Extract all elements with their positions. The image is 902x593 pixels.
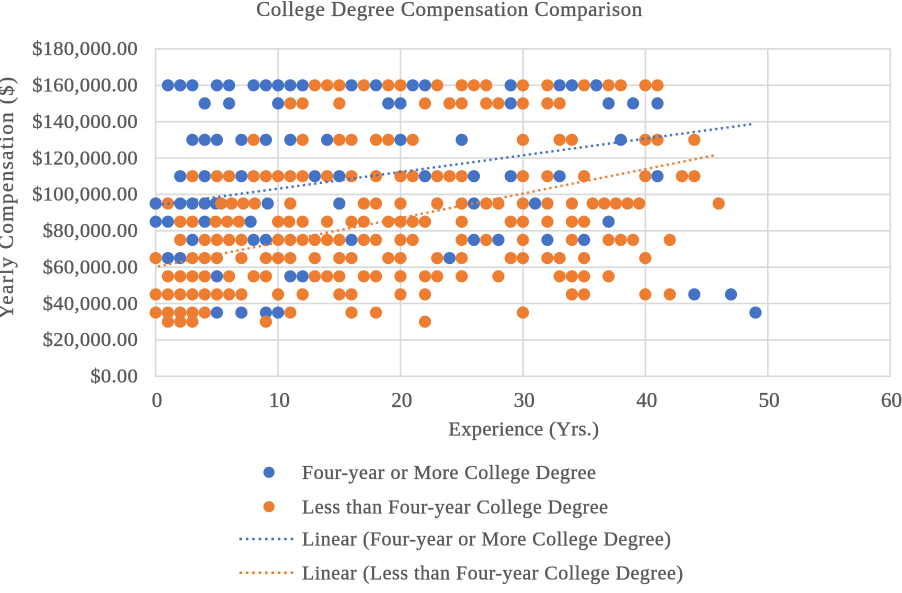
svg-text:$0.00: $0.00: [90, 366, 138, 388]
svg-text:0: 0: [152, 388, 163, 412]
svg-text:$120,000.00: $120,000.00: [32, 147, 138, 169]
svg-text:$40,000.00: $40,000.00: [43, 293, 138, 315]
svg-text:$100,000.00: $100,000.00: [32, 184, 138, 206]
svg-text:Four-year or More College Degr: Four-year or More College Degree: [302, 462, 596, 484]
svg-text:Linear (Less than Four-year Co: Linear (Less than Four-year College Degr…: [302, 562, 684, 584]
svg-text:College Degree Compensation Co: College Degree Compensation Comparison: [256, 0, 643, 21]
svg-text:$20,000.00: $20,000.00: [43, 329, 138, 351]
svg-text:40: 40: [636, 388, 657, 412]
svg-text:10: 10: [269, 388, 290, 412]
svg-text:Yearly Compensation ($): Yearly Compensation ($): [0, 76, 18, 320]
svg-text:$180,000.00: $180,000.00: [32, 38, 138, 60]
svg-text:20: 20: [391, 388, 412, 412]
svg-text:$140,000.00: $140,000.00: [32, 111, 138, 133]
svg-text:Linear (Four-year or More Coll: Linear (Four-year or More College Degree…: [302, 529, 671, 551]
svg-text:$60,000.00: $60,000.00: [43, 257, 138, 279]
svg-text:50: 50: [759, 388, 780, 412]
svg-text:Experience (Yrs.): Experience (Yrs.): [448, 419, 599, 441]
svg-text:30: 30: [514, 388, 535, 412]
svg-text:$160,000.00: $160,000.00: [32, 75, 138, 97]
svg-text:$80,000.00: $80,000.00: [43, 220, 138, 242]
svg-text:60: 60: [881, 388, 902, 412]
svg-text:Less than Four-year College De: Less than Four-year College Degree: [302, 496, 609, 518]
